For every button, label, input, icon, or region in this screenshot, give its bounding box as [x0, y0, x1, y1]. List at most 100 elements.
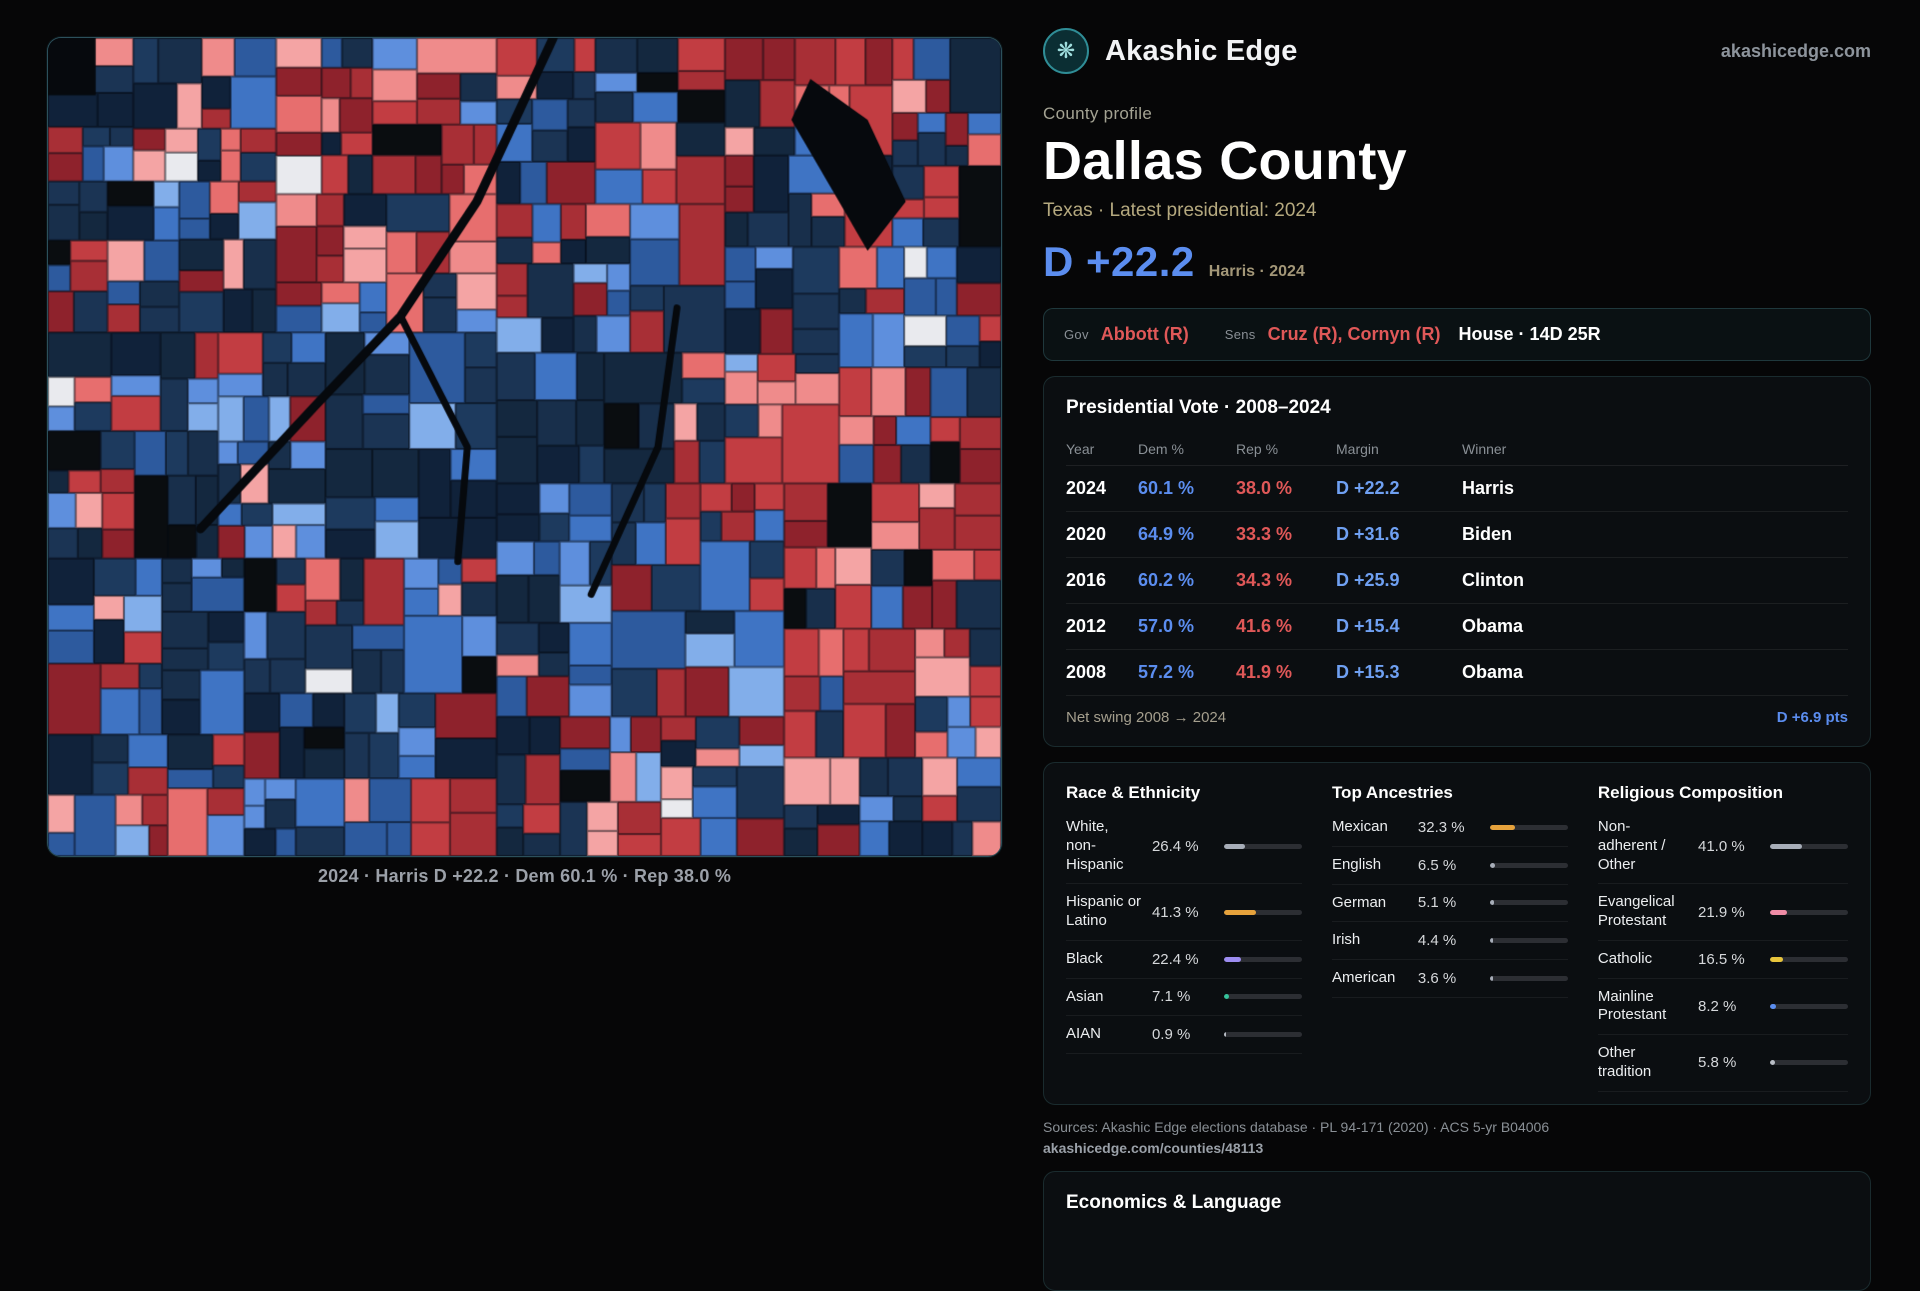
stat-value: 8.2 % [1698, 997, 1737, 1015]
headline-margin: D +22.2 Harris · 2024 [1043, 238, 1871, 286]
table-row: 2012 57.0 % 41.6 % D +15.4 Obama [1066, 604, 1848, 650]
stat-value: 4.4 % [1417, 932, 1457, 950]
presidential-vote-card: Presidential Vote · 2008–2024 Year Dem %… [1043, 376, 1871, 747]
list-item: Mainline Protestant 8.2 % [1597, 979, 1848, 1035]
table-row: 2020 64.9 % 33.3 % D +31.6 Biden [1066, 512, 1848, 558]
row-year: 2008 [1066, 662, 1107, 682]
list-item: Hispanic or Latino 41.3 % [1066, 884, 1302, 941]
stat-bar [1489, 975, 1568, 981]
row-dem: 60.2 % [1138, 570, 1195, 590]
col-dem: Dem % [1138, 441, 1184, 457]
row-winner: Harris [1462, 478, 1515, 498]
list-item: Non-adherent / Other 41.0 % [1597, 809, 1848, 885]
sources-line: Sources: Akashic Edge elections database… [1043, 1118, 1550, 1135]
brand-logo-icon: ❋ [1043, 28, 1089, 74]
table-row: 2008 57.2 % 41.9 % D +15.3 Obama [1066, 650, 1848, 696]
col-year: Year [1066, 441, 1095, 457]
stat-value: 41.3 % [1151, 903, 1199, 921]
stat-label: Mainline Protestant [1597, 987, 1667, 1024]
stat-bar [1770, 909, 1848, 915]
stat-label: English [1331, 855, 1382, 873]
col-rep: Rep % [1236, 441, 1279, 457]
stat-label: Black [1066, 949, 1103, 967]
row-rep: 41.6 % [1236, 616, 1293, 636]
table-row: 2024 60.1 % 38.0 % D +22.2 Harris [1066, 466, 1848, 512]
sens-value: Cruz (R), Cornyn (R) [1267, 324, 1441, 344]
profile-subtitle: Texas · Latest presidential: 2024 [1043, 200, 1317, 221]
stat-value: 21.9 % [1698, 903, 1745, 921]
row-dem: 60.1 % [1138, 478, 1195, 498]
precinct-map[interactable] [47, 37, 1002, 857]
list-item: Mexican 32.3 % [1331, 809, 1568, 847]
row-margin: D +15.4 [1336, 616, 1400, 636]
stat-label: AIAN [1066, 1025, 1102, 1043]
map-caption: 2024 · Harris D +22.2 · Dem 60.1 % · Rep… [317, 866, 732, 886]
race-title: Race & Ethnicity [1066, 783, 1201, 802]
brand-site-link[interactable]: akashicedge.com [1720, 40, 1871, 61]
county-url-link[interactable]: akashicedge.com/counties/48113 [1043, 1139, 1264, 1156]
stat-value: 41.0 % [1698, 837, 1745, 855]
row-margin: D +15.3 [1336, 662, 1400, 682]
row-winner: Obama [1462, 616, 1524, 636]
stat-value: 3.6 % [1417, 969, 1457, 987]
county-profile-panel: ❋ Akashic Edge akashicedge.com County pr… [1043, 28, 1871, 1291]
row-winner: Biden [1462, 524, 1513, 544]
stat-label: Asian [1066, 987, 1104, 1005]
ancestries-column: Top Ancestries Mexican 32.3 % English 6.… [1331, 783, 1568, 1092]
list-item: Irish 4.4 % [1331, 922, 1568, 960]
economics-language-card: Economics & Language [1043, 1170, 1871, 1291]
col-winner: Winner [1462, 441, 1507, 457]
stat-value: 6.5 % [1417, 856, 1457, 874]
race-ethnicity-column: Race & Ethnicity White, non-Hispanic 26.… [1066, 783, 1302, 1092]
stat-label: Non-adherent / Other [1597, 818, 1666, 873]
row-rep: 34.3 % [1236, 570, 1293, 590]
margin-note: Harris · 2024 [1208, 263, 1305, 280]
row-rep: 41.9 % [1236, 662, 1293, 682]
row-year: 2016 [1066, 570, 1107, 590]
list-item: White, non-Hispanic 26.4 % [1066, 809, 1302, 885]
row-winner: Clinton [1462, 570, 1524, 590]
stat-value: 26.4 % [1151, 837, 1199, 855]
vote-table-header: Year Dem % Rep % Margin Winner [1066, 433, 1848, 466]
list-item: Black 22.4 % [1066, 941, 1302, 979]
sens-label: Sens [1224, 327, 1256, 342]
stat-bar [1223, 843, 1302, 849]
list-item: Other tradition 5.8 % [1597, 1035, 1848, 1092]
row-year: 2020 [1066, 524, 1107, 544]
stat-bar [1489, 862, 1568, 868]
stat-label: Catholic [1597, 949, 1653, 967]
stat-bar [1489, 900, 1568, 906]
row-margin: D +22.2 [1336, 478, 1400, 498]
row-dem: 57.0 % [1138, 616, 1195, 636]
stat-value: 5.1 % [1417, 894, 1457, 912]
stat-label: Irish [1331, 931, 1361, 949]
net-swing-row: Net swing 2008 → 2024 D +6.9 pts [1066, 696, 1848, 726]
list-item: Asian 7.1 % [1066, 979, 1302, 1017]
stat-bar [1489, 938, 1568, 944]
stat-value: 5.8 % [1698, 1054, 1737, 1072]
row-year: 2012 [1066, 616, 1107, 636]
stat-value: 7.1 % [1151, 988, 1191, 1006]
demographics-card: Race & Ethnicity White, non-Hispanic 26.… [1043, 762, 1871, 1105]
row-rep: 38.0 % [1236, 478, 1293, 498]
row-winner: Obama [1462, 662, 1524, 682]
stat-label: White, non-Hispanic [1066, 818, 1124, 873]
brand-name: Akashic Edge [1105, 34, 1298, 67]
religion-column: Religious Composition Non-adherent / Oth… [1597, 783, 1848, 1092]
net-swing-value: D +6.9 pts [1776, 709, 1848, 726]
stat-bar [1489, 824, 1568, 830]
stat-label: Mexican [1331, 818, 1388, 835]
list-item: Catholic 16.5 % [1597, 941, 1848, 979]
religion-title: Religious Composition [1597, 783, 1783, 802]
row-dem: 64.9 % [1138, 524, 1195, 544]
precinct-map-canvas[interactable] [48, 38, 1001, 856]
list-item: German 5.1 % [1331, 885, 1568, 923]
list-item: English 6.5 % [1331, 847, 1568, 885]
officials-bar: Gov Abbott (R) Sens Cruz (R), Cornyn (R)… [1043, 308, 1871, 361]
col-margin: Margin [1336, 441, 1379, 457]
row-rep: 33.3 % [1236, 524, 1293, 544]
stat-label: Hispanic or Latino [1066, 893, 1142, 929]
row-margin: D +31.6 [1336, 524, 1400, 544]
table-row: 2016 60.2 % 34.3 % D +25.9 Clinton [1066, 558, 1848, 604]
economics-card-title: Economics & Language [1066, 1191, 1282, 1213]
